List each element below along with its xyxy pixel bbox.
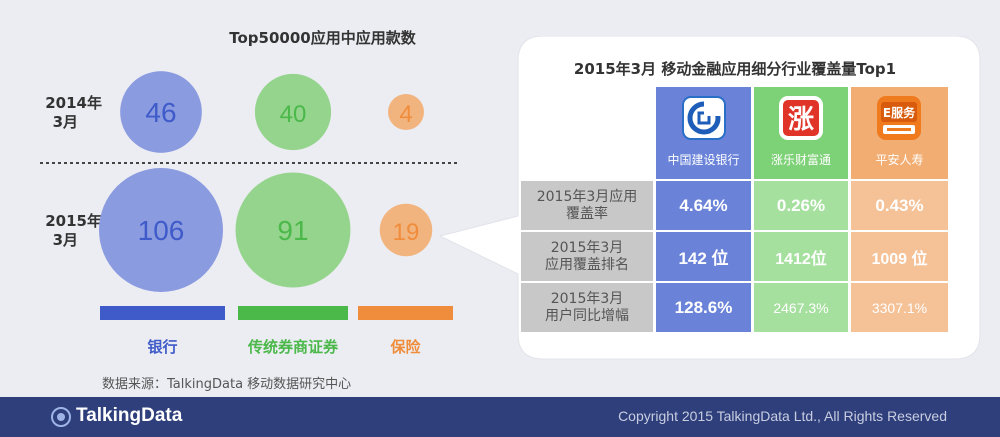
row-header-rank: 2015年3月 应用覆盖排名 [521, 232, 653, 281]
row-header-coverage-line1: 2015年3月应用 [536, 188, 638, 205]
app-name-pingan: 平安人寿 [875, 153, 924, 167]
row-label-2015: 2015年 3月 [40, 212, 102, 250]
legend-bar-securities [238, 306, 348, 320]
bubble-securities-1 [235, 172, 351, 288]
bubble-label-securities-1: 91 [277, 215, 308, 246]
bubble-bank-1 [99, 168, 223, 292]
data-source: 数据来源：TalkingData 移动数据研究中心 [102, 377, 352, 392]
row-header-rank-line1: 2015年3月 [550, 239, 624, 256]
bubble-label-securities-0: 40 [280, 101, 307, 128]
row-label-2014: 2014年 3月 [40, 94, 102, 132]
bubble-chart: 46 40 4 106 91 19 [40, 71, 458, 292]
value-coverage-pingan: 0.43% [851, 181, 948, 230]
value-growth-pingan: 3307.1% [851, 283, 948, 332]
bubble-label-insurance-1: 19 [393, 219, 420, 246]
footer-copyright: Copyright 2015 TalkingData Ltd., All Rig… [618, 408, 947, 424]
footer-bar: TalkingData Copyright 2015 TalkingData L… [0, 397, 1000, 437]
row-header-coverage-line2: 覆盖率 [566, 205, 608, 222]
legend-bar-bank [100, 306, 225, 320]
app-header-ccb: 中国建设银行 [656, 87, 751, 179]
table-title: 2015年3月 移动金融应用细分行业覆盖量Top1 [573, 60, 897, 78]
talkingdata-logo-icon [51, 407, 71, 427]
bubble-securities-0 [254, 73, 332, 151]
app-name-zhangle: 涨乐财富通 [770, 153, 831, 167]
legend-label-bank: 银行 [147, 338, 178, 356]
app-header-zhangle: 涨 涨乐财富通 [754, 87, 848, 179]
chart-title: Top50000应用中应用款数 [229, 29, 416, 47]
row-header-growth-line2: 用户同比增幅 [545, 307, 629, 324]
row-label-2014-month: 3月 [52, 113, 78, 131]
app-name-ccb: 中国建设银行 [667, 153, 740, 167]
value-rank-zhangle: 1412位 [754, 232, 848, 281]
bubble-insurance-0 [388, 94, 424, 130]
value-rank-pingan: 1009 位 [851, 232, 948, 281]
bubble-label-bank-0: 46 [145, 97, 176, 128]
row-header-growth-line1: 2015年3月 [550, 290, 624, 307]
row-label-2015-month: 3月 [52, 231, 78, 249]
bubble-label-insurance-0: 4 [399, 101, 412, 128]
svg-text:涨: 涨 [788, 105, 814, 135]
footer-logo-text: TalkingData [76, 405, 183, 426]
value-growth-zhangle: 2467.3% [754, 283, 848, 332]
bubble-insurance-1 [379, 203, 433, 257]
value-coverage-ccb: 4.64% [656, 181, 751, 230]
value-coverage-zhangle: 0.26% [754, 181, 848, 230]
bubble-bank-0 [120, 71, 202, 153]
legend-label-securities: 传统券商证券 [247, 338, 338, 356]
value-rank-ccb: 142 位 [656, 232, 751, 281]
svg-text:E服务: E服务 [883, 105, 916, 120]
row-header-rank-line2: 应用覆盖排名 [545, 256, 629, 273]
legend-bar-insurance [358, 306, 453, 320]
app-header-pingan: E服务 平安人寿 [851, 87, 948, 179]
pingan-logo-icon: E服务 [877, 96, 921, 140]
ccb-logo-icon [682, 96, 726, 140]
row-header-coverage: 2015年3月应用 覆盖率 [521, 181, 653, 230]
row-label-2015-year: 2015年 [45, 212, 102, 230]
bubble-label-bank-1: 106 [138, 215, 185, 246]
zhangle-logo-icon: 涨 [779, 96, 823, 140]
row-header-growth: 2015年3月 用户同比增幅 [521, 283, 653, 332]
row-label-2014-year: 2014年 [45, 94, 102, 112]
value-growth-ccb: 128.6% [656, 283, 751, 332]
legend-label-insurance: 保险 [390, 338, 421, 356]
